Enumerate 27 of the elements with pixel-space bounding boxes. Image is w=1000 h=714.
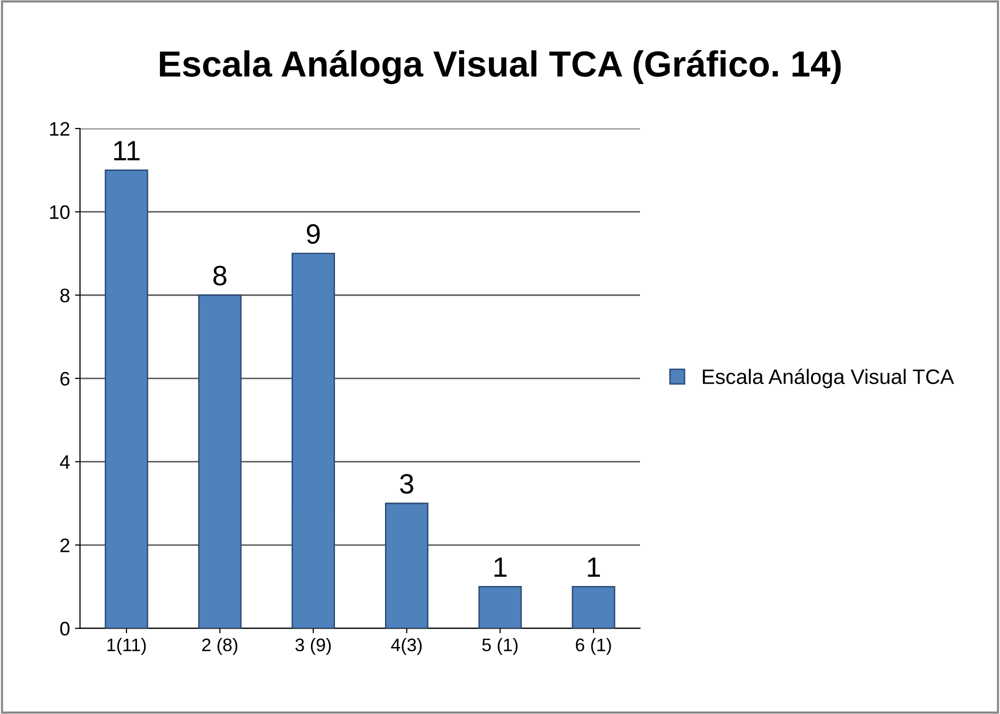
data-label: 9 [306, 224, 320, 244]
y-tick-label: 10 [50, 205, 70, 220]
data-label: 3 [400, 474, 414, 494]
chart-title: Escala Análoga Visual TCA (Gráfico. 14) [160, 50, 841, 84]
y-tick-label: 8 [60, 288, 70, 302]
bar [104, 169, 148, 628]
x-tick-label: 6 (1) [576, 638, 611, 655]
bar [572, 586, 616, 628]
data-label: 1 [494, 558, 506, 577]
y-tick-label: 6 [60, 372, 70, 386]
bar [384, 502, 428, 628]
y-tick-label: 2 [60, 538, 70, 552]
y-tick-label: 4 [60, 455, 70, 469]
x-tick-label: 2 (8) [202, 638, 238, 655]
y-tick-label: 0 [60, 622, 70, 636]
x-tick-label: 3 (9) [295, 638, 331, 655]
y-tick-label: 12 [50, 122, 70, 136]
data-label: 11 [114, 141, 140, 160]
bar [292, 252, 336, 628]
data-label: 8 [213, 266, 226, 286]
bar [478, 586, 522, 628]
bar [198, 294, 242, 628]
x-tick-label: 5 (1) [482, 638, 518, 655]
x-tick-label: 4(3) [391, 638, 422, 655]
legend-label: Escala Análoga Visual TCA [702, 368, 954, 388]
x-tick-label: 1(11) [107, 638, 146, 655]
data-label: 1 [588, 558, 600, 577]
